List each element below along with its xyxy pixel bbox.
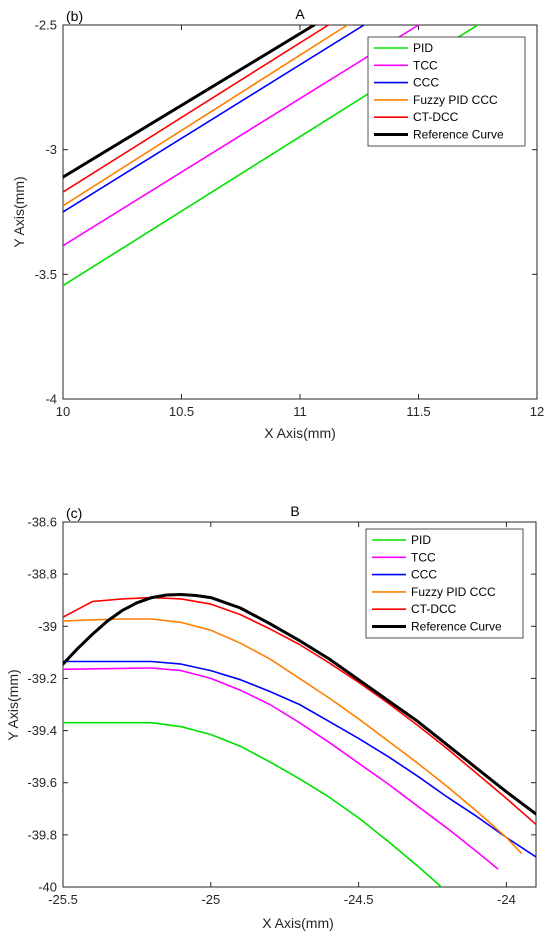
x-tick-label: -24 (497, 892, 516, 907)
y-tick-label: -3.5 (35, 267, 57, 282)
legend-label: Fuzzy PID CCC (413, 93, 498, 107)
chart-panel-b: -25.5 -25 -24.5 -24 -40 -39.8 -39.6 -39.4 -39.2 -… (5, 503, 537, 931)
x-axis-label: X Axis(mm) (264, 425, 336, 441)
x-tick-label: -24.5 (344, 892, 374, 907)
y-tick-label: -39.4 (27, 723, 57, 738)
series-line-reference-curve (63, 25, 316, 179)
x-tick-label: -25.5 (48, 892, 78, 907)
y-tick-label: -39.8 (27, 827, 57, 842)
series-lines (63, 593, 536, 887)
series-line-fuzzy-pid-ccc (63, 25, 349, 207)
x-tick-label: -25 (201, 892, 220, 907)
legend-label: CCC (411, 568, 437, 582)
y-tick-label: -3 (45, 142, 57, 157)
series-line-tcc (63, 25, 420, 247)
series-line-tcc (63, 667, 499, 870)
legend-label: CCC (413, 76, 439, 90)
legend-label: PID (413, 41, 433, 55)
y-tick-label: -38.8 (27, 567, 57, 582)
x-tick-label: 11 (293, 404, 307, 419)
series-line-reference-curve (63, 593, 536, 816)
y-tick-label: -4 (45, 392, 57, 407)
panel-label: (c) (66, 505, 82, 521)
chart-panel-a: 10 10.5 11 11.5 12 -4 -3.5 -3 -2.5 A (b) X Axis(… (11, 6, 544, 441)
legend-box (367, 36, 526, 147)
x-tick-label: 12 (530, 404, 544, 419)
series-line-ccc (63, 25, 365, 213)
x-tick-label: 10 (56, 404, 70, 419)
y-tick-label: -40 (38, 880, 57, 895)
x-tick-label: 10.5 (169, 404, 194, 419)
legend-label: CT-DCC (411, 602, 457, 616)
panel-label: (b) (66, 8, 83, 24)
y-tick-label: -39 (38, 619, 57, 634)
y-tick-label: -38.6 (27, 515, 57, 530)
legend-label: Fuzzy PID CCC (411, 585, 496, 599)
chart-title: A (295, 6, 305, 22)
legend: PID TCC CCC Fuzzy PID CCC CT-DCC Reference Cu… (365, 528, 524, 639)
series-line-ccc (63, 660, 536, 858)
series-line-ct-dcc (63, 25, 330, 193)
series-line-fuzzy-pid-ccc (63, 618, 523, 854)
legend-label: PID (411, 533, 431, 547)
series-line-pid (63, 721, 443, 887)
x-axis-label: X Axis(mm) (262, 915, 334, 931)
legend-label: TCC (411, 550, 436, 564)
axis-ticks: 10 10.5 11 11.5 12 -4 -3.5 -3 -2.5 (35, 18, 545, 420)
series-lines (63, 25, 479, 287)
y-tick-label: -39.6 (27, 775, 57, 790)
axis-ticks: -25.5 -25 -24.5 -24 -40 -39.8 -39.6 -39.4 -39.2 -… (27, 515, 536, 907)
series-line-ct-dcc (63, 596, 536, 826)
y-axis-label: Y Axis(mm) (5, 669, 21, 740)
legend-label: CT-DCC (413, 110, 459, 124)
legend-label: Reference Curve (411, 620, 502, 634)
legend-label: Reference Curve (413, 128, 504, 142)
x-tick-label: 11.5 (406, 404, 430, 419)
legend: PID TCC CCC Fuzzy PID CCC CT-DCC Reference Cu… (367, 36, 526, 147)
y-axis-label: Y Axis(mm) (11, 176, 27, 247)
chart-title: B (290, 503, 299, 519)
legend-label: TCC (413, 58, 438, 72)
y-tick-label: -39.2 (27, 671, 57, 686)
legend-box (365, 528, 524, 639)
y-tick-label: -2.5 (35, 18, 57, 33)
